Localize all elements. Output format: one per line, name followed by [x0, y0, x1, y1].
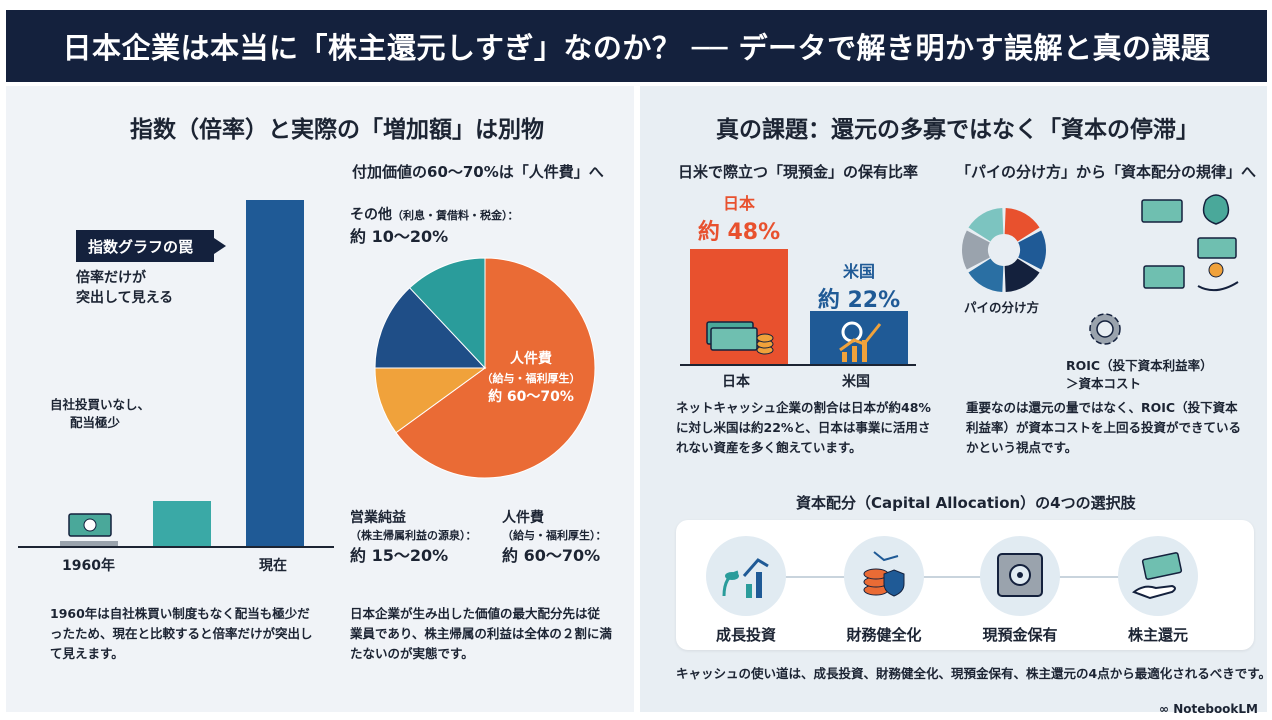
money-icons	[1141, 194, 1239, 292]
ring-segment-0	[1004, 208, 1040, 242]
labor2-value: 約 60〜70%	[502, 546, 601, 565]
pie-slice-labor	[395, 257, 596, 479]
alloc-text: キャッシュの使い道は、成長投資、財務健全化、現預金保有、株主還元の4点から最適化…	[676, 666, 1271, 681]
option-label-1: 財務健全化	[846, 626, 922, 644]
cash-axis	[680, 364, 916, 366]
jp-axis: 日本	[722, 374, 750, 390]
ring-segment-1	[1018, 230, 1046, 270]
pie-caption: パイの分け方	[964, 300, 1040, 315]
cash-heading: 日米で際立つ「現預金」の保有比率	[678, 163, 919, 181]
option-financial	[844, 536, 924, 616]
op-value: 約 15〜20%	[350, 546, 449, 565]
option-shareholder	[1118, 536, 1198, 616]
axis-1960: 1960年	[62, 558, 115, 574]
ring-segment-5	[968, 208, 1004, 242]
pie-rule-heading: 「パイの分け方」から「資本配分の規律」へ	[956, 163, 1257, 181]
footer-brand: ∞ NotebookLM	[1159, 702, 1258, 716]
labor-label: 人件費	[510, 351, 552, 367]
labor2-label: 人件費	[502, 510, 544, 526]
trap-label: 指数グラフの罠	[76, 230, 226, 262]
labor2-sub: （給与・福利厚生）：	[502, 529, 607, 542]
labor-inner-label: 人件費 （給与・福利厚生） 約 60〜70%	[478, 350, 584, 407]
axis-now: 現在	[259, 558, 287, 574]
bar-now	[246, 200, 304, 546]
trap-line1: 倍率だけが	[76, 270, 146, 286]
labor-value: 約 60〜70%	[488, 389, 574, 405]
labor-sub: （給与・福利厚生）	[481, 372, 581, 385]
value-added-pie	[374, 257, 596, 479]
cash-text: ネットキャッシュ企業の割合は日本が約48%に対し米国は約22%と、日本は事業に活…	[676, 400, 931, 455]
option-label-2: 現預金保有	[982, 626, 1058, 644]
option-label-3: 株主還元	[1127, 626, 1188, 644]
gear-icon	[1089, 313, 1121, 345]
note-line2: 配当極少	[70, 415, 121, 430]
financial-health-icon	[863, 551, 905, 597]
jp-value: 約 48%	[697, 220, 781, 245]
pie-slice-operating	[374, 287, 487, 369]
pie-heading: 付加価値の60〜70%は「人件費」へ	[352, 163, 604, 181]
jp-country: 日本	[722, 194, 755, 213]
growth-chart-icon	[839, 321, 882, 362]
right-heading: 真の課題：還元の多寡ではなく「資本の停滞」	[716, 117, 1199, 143]
x-axis	[18, 546, 334, 548]
us-value: 約 22%	[817, 288, 901, 313]
note-line1: 自社投買いなし、	[50, 397, 151, 412]
options-connector	[740, 576, 1160, 578]
notebook-icon: ∞	[1159, 702, 1174, 716]
us-axis: 米国	[842, 374, 870, 390]
page-title: 日本企業は本当に「株主還元しすぎ」なのか？ ── データで解き明かす誤解と真の課…	[6, 10, 1267, 82]
left-heading: 指数（倍率）と実際の「増加額」は別物	[130, 117, 544, 143]
ring-segment-2	[1004, 258, 1040, 292]
trap-line2: 突出して見える	[76, 290, 174, 306]
roic-line1: ROIC（投下資本利益率）	[1066, 358, 1213, 373]
other-sub: （利息・賃借料・税金）：	[392, 209, 519, 222]
option-cash	[980, 536, 1060, 616]
pie-slice-other	[408, 257, 486, 370]
option-label-0: 成長投資	[715, 626, 776, 644]
left-bottom-text: 1960年は自社株買い制度もなく配当も極少だったため、現在と比較すると倍率だけが…	[50, 606, 313, 661]
cash-stack-icon	[706, 321, 774, 355]
option-growth	[706, 536, 786, 616]
bar-middle	[153, 501, 211, 546]
roic-line2: ＞資本コスト	[1066, 376, 1142, 391]
us-country: 米国	[842, 262, 875, 281]
op-sub: （株主帰属利益の源泉）：	[350, 529, 477, 542]
growth-investment-icon	[722, 558, 769, 598]
roic-text: 重要なのは還元の量ではなく、ROIC（投下資本利益率）が資本コストを上回る投資が…	[966, 400, 1242, 455]
banknote-icon	[68, 513, 112, 537]
other-label: その他	[350, 207, 392, 223]
ring-segment-3	[968, 258, 1004, 292]
ring-segment-4	[962, 230, 990, 270]
other-value: 約 10〜20%	[350, 227, 449, 246]
pie-split-icon	[962, 208, 1046, 292]
footer-label: NotebookLM	[1173, 702, 1258, 716]
shareholder-return-icon	[1132, 552, 1183, 600]
bar-1960	[60, 541, 118, 546]
alloc-heading: 資本配分（Capital Allocation）の4つの選択肢	[796, 494, 1136, 512]
pie-bottom-text: 日本企業が生み出した価値の最大配分先は従業員であり、株主帰属の利益は全体の２割に…	[350, 606, 612, 661]
op-label: 営業純益	[350, 510, 406, 526]
safe-icon	[997, 553, 1043, 597]
